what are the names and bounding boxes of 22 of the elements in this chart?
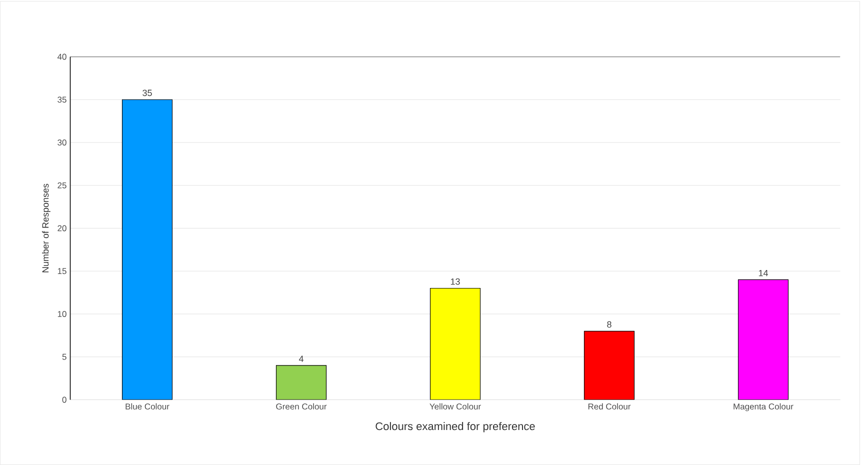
y-tick-label: 10 (58, 310, 66, 317)
data-label: 8 (607, 321, 612, 328)
y-tick-label: 20 (58, 225, 66, 232)
y-tick-label: 5 (62, 354, 66, 360)
y-tick-label: 0 (62, 396, 66, 403)
y-axis-title: Number of Responses (42, 184, 50, 272)
y-tick-label: 35 (58, 96, 66, 103)
data-label: 35 (142, 90, 152, 96)
x-tick-label: Blue Colour (126, 403, 170, 410)
data-label: 13 (450, 278, 460, 285)
y-tick-label: 40 (57, 54, 66, 60)
data-label: 4 (298, 356, 304, 362)
y-tick-label: 25 (58, 182, 66, 188)
y-tick-label: 30 (58, 139, 66, 146)
x-axis-title: Colours examined for preference (376, 422, 535, 432)
x-tick-label: Magenta Colour (734, 403, 794, 412)
data-label: 14 (758, 270, 768, 276)
x-tick-label: Red Colour (588, 403, 631, 410)
x-tick-label: Yellow Colour (430, 403, 481, 410)
y-tick-label: 15 (58, 268, 66, 274)
x-tick-label: Green Colour (276, 403, 327, 410)
bar (738, 279, 789, 400)
